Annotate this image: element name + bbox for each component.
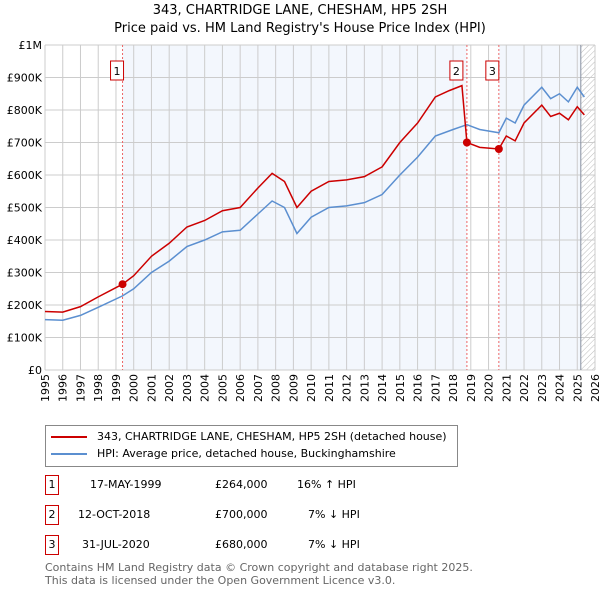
sale-marker	[462, 138, 471, 147]
x-tick-label: 2001	[145, 374, 158, 402]
x-tick-label: 2009	[287, 374, 300, 402]
y-tick-label: £500K	[7, 202, 43, 215]
x-tick-label: 2023	[536, 374, 549, 402]
chart-title: 343, CHARTRIDGE LANE, CHESHAM, HP5 2SH Pr…	[0, 2, 600, 38]
legend-item-hpi: HPI: Average price, detached house, Buck…	[46, 445, 447, 462]
sale-date: 31-JUL-2020	[82, 538, 150, 551]
legend-item-property: 343, CHARTRIDGE LANE, CHESHAM, HP5 2SH (…	[46, 428, 447, 445]
x-tick-label: 2012	[341, 374, 354, 402]
sale-price: £264,000	[215, 478, 268, 491]
x-tick-label: 2010	[305, 374, 318, 402]
x-tick-label: 2003	[181, 374, 194, 402]
x-tick-label: 2021	[500, 374, 513, 402]
subtitle: Price paid vs. HM Land Registry's House …	[114, 21, 486, 36]
y-tick-label: £400K	[7, 234, 43, 247]
sale-row: 2 12-OCT-2018 £700,000 7% ↓ HPI	[45, 505, 445, 525]
sale-badge-box	[449, 60, 464, 81]
sale-price: £680,000	[215, 538, 268, 551]
footer-line: Contains HM Land Registry data © Crown c…	[45, 561, 473, 574]
x-tick-label: 2022	[518, 374, 531, 402]
legend-swatch	[51, 435, 87, 438]
x-tick-label: 1997	[74, 374, 87, 402]
x-tick-label: 2002	[163, 374, 176, 402]
sale-badge: 1	[45, 475, 59, 495]
x-tick-label: 2006	[234, 374, 247, 402]
x-tick-label: 2005	[216, 374, 229, 402]
legend-label: 343, CHARTRIDGE LANE, CHESHAM, HP5 2SH (…	[97, 430, 447, 443]
y-tick-label: £1M	[19, 39, 43, 52]
sale-row: 3 31-JUL-2020 £680,000 7% ↓ HPI	[45, 535, 445, 555]
chart: 1995 1996 1997 1998 1999 2000 2001 2002 2003 2004…	[7, 39, 600, 402]
x-tick-label: 2026	[589, 374, 600, 402]
x-tick-label: 2011	[323, 374, 336, 402]
sale-date: 17-MAY-1999	[90, 478, 162, 491]
sale-hpi: 16% ↑ HPI	[297, 478, 356, 491]
sale-date: 12-OCT-2018	[78, 508, 151, 521]
x-tick-label: 2020	[483, 374, 496, 402]
sale-marker	[494, 145, 503, 153]
x-tick-label: 2013	[358, 374, 371, 402]
x-tick-label: 2007	[252, 374, 265, 402]
x-tick-label: 1996	[57, 374, 70, 402]
y-tick-label: £700K	[7, 137, 43, 150]
sale-badge-label: 1	[114, 65, 121, 78]
sale-price: £700,000	[215, 508, 268, 521]
x-tick-label: 2018	[447, 374, 460, 402]
x-tick-label: 2000	[128, 374, 141, 402]
sale-badge-box	[485, 60, 500, 81]
x-tick-label: 2025	[571, 374, 584, 402]
y-tick-label: £300K	[7, 267, 43, 280]
x-tick-label: 2017	[429, 374, 442, 402]
sale-hpi: 7% ↓ HPI	[308, 508, 360, 521]
series-line-property	[44, 84, 585, 313]
series-line-hpi	[44, 85, 585, 322]
footer: Contains HM Land Registry data © Crown c…	[45, 561, 473, 587]
sale-badge-box	[110, 60, 125, 81]
x-tick-label: 2008	[270, 374, 283, 402]
sale-badge: 3	[45, 535, 59, 555]
y-tick-label: £200K	[7, 299, 43, 312]
x-tick-label: 1998	[92, 374, 105, 402]
y-tick-label: £900K	[7, 72, 43, 85]
title: 343, CHARTRIDGE LANE, CHESHAM, HP5 2SH	[152, 3, 448, 18]
x-tick-label: 2014	[376, 374, 389, 402]
legend-swatch	[51, 452, 87, 455]
sale-badge-label: 3	[489, 65, 496, 78]
y-tick-label: £0	[28, 364, 42, 377]
sale-badge-label: 2	[453, 65, 460, 78]
sale-badge: 2	[45, 505, 59, 525]
x-tick-label: 1999	[110, 374, 123, 402]
legend: 343, CHARTRIDGE LANE, CHESHAM, HP5 2SH (…	[45, 425, 458, 467]
y-tick-label: £800K	[7, 104, 43, 117]
y-tick-label: £100K	[7, 332, 43, 345]
footer-line: This data is licensed under the Open Gov…	[45, 574, 396, 587]
x-tick-label: 2019	[465, 374, 478, 402]
y-tick-label: £600K	[7, 169, 43, 182]
sale-hpi: 7% ↓ HPI	[308, 538, 360, 551]
x-tick-label: 2024	[554, 374, 567, 402]
x-tick-label: 2004	[199, 374, 212, 402]
x-tick-label: 1995	[39, 374, 52, 402]
sale-row: 1 17-MAY-1999 £264,000 16% ↑ HPI	[45, 475, 445, 495]
x-tick-label: 2016	[412, 374, 425, 402]
x-tick-label: 2015	[394, 374, 407, 402]
sale-marker	[118, 280, 127, 289]
legend-label: HPI: Average price, detached house, Buck…	[97, 447, 396, 460]
